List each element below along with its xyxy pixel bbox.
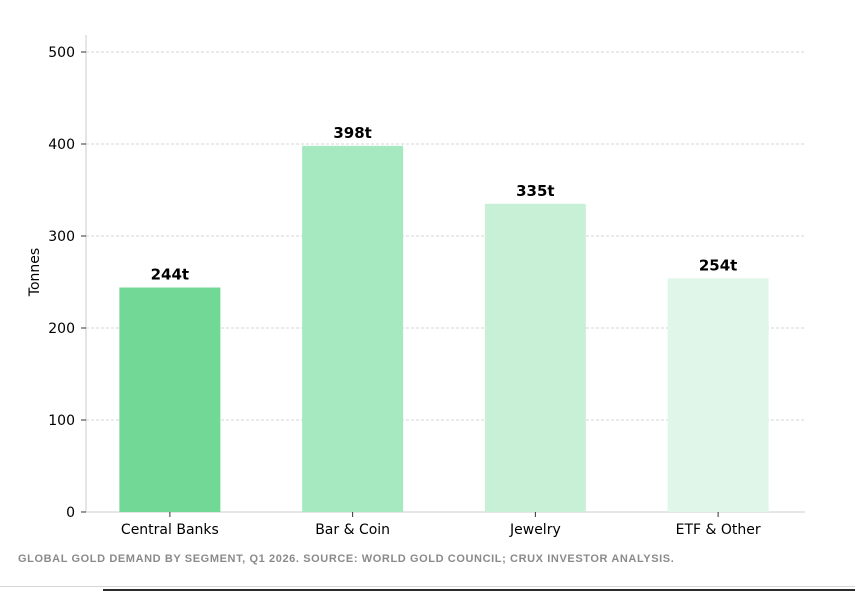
y-tick-label: 100 [48, 413, 75, 429]
bar-value-label: 254t [699, 256, 737, 274]
bars: 244t 398t 335t 254t [119, 124, 769, 513]
bar [484, 203, 586, 513]
x-tick-label: ETF & Other [676, 522, 761, 538]
x-tick-label: Central Banks [121, 522, 219, 538]
y-tick-label: 400 [48, 137, 75, 153]
chart-caption: Global gold demand by segment, Q1 2026. … [18, 553, 675, 565]
bar-value-label: 335t [516, 182, 554, 200]
tick-labels: 0 100 200 300 400 500 Central Banks Bar & Coin J… [48, 45, 761, 538]
x-tick-label: Jewelry [509, 522, 561, 538]
bar-value-label: 244t [151, 266, 189, 284]
y-tick-label: 200 [48, 321, 75, 337]
y-tick-label: 0 [66, 505, 75, 521]
bar [667, 278, 769, 512]
footer-image-strip [103, 589, 855, 591]
bar [302, 145, 404, 512]
bar [119, 287, 221, 512]
y-axis-label: Tonnes [27, 248, 43, 297]
y-tick-label: 300 [48, 229, 75, 245]
x-tick-label: Bar & Coin [315, 522, 390, 538]
footer-divider [0, 586, 855, 587]
bar-value-label: 398t [333, 124, 371, 142]
y-tick-label: 500 [48, 45, 75, 61]
